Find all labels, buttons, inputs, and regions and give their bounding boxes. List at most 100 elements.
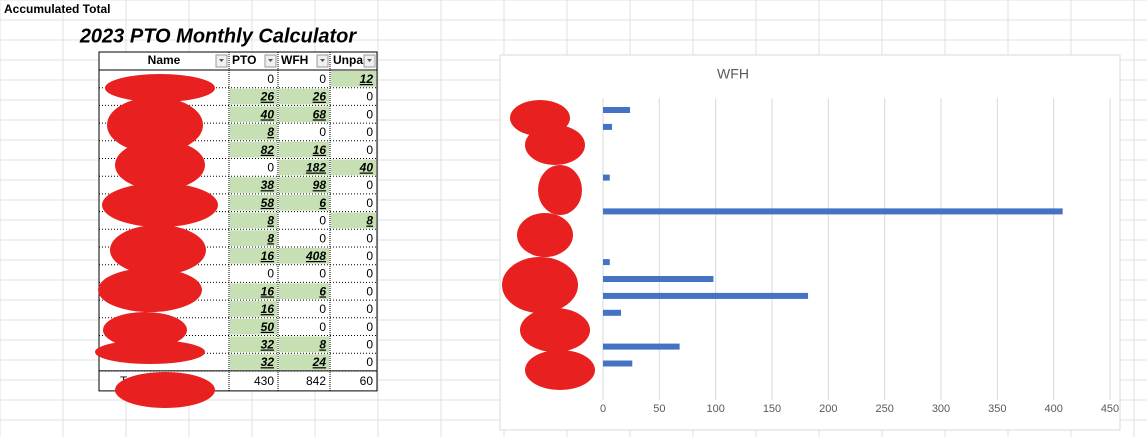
- cell-value: 0: [366, 355, 373, 369]
- cell-value: 0: [319, 320, 326, 334]
- cell-highlight: [279, 194, 329, 211]
- cell-value: 0: [319, 72, 326, 86]
- cell-value: 26: [260, 90, 275, 104]
- table-title: 2023 PTO Monthly Calculator: [79, 25, 358, 47]
- cell-value: 24: [312, 355, 327, 369]
- x-tick-label: 300: [932, 403, 950, 415]
- cell-value: 0: [319, 267, 326, 281]
- chart: 0 50 100 150 200 250 300 350 400 450: [600, 98, 1119, 415]
- cell-highlight: [331, 159, 376, 176]
- cell-value: 8: [267, 214, 274, 228]
- cell-value: 0: [366, 178, 373, 192]
- total-value: 60: [360, 374, 374, 388]
- cell-value: 182: [306, 161, 326, 175]
- cell-value: 26: [312, 90, 327, 104]
- cell-value: 0: [267, 267, 274, 281]
- cell-value: 0: [366, 284, 373, 298]
- cell-highlight: [230, 336, 277, 353]
- cell-value: 0: [267, 161, 274, 175]
- cell-value: 82: [261, 143, 275, 157]
- cell-highlight: [230, 106, 277, 123]
- x-tick-label: 50: [653, 403, 665, 415]
- bar: [603, 292, 809, 299]
- cell-value: 32: [261, 355, 275, 369]
- cell-value: 0: [319, 125, 326, 139]
- x-tick-label: 450: [1101, 403, 1119, 415]
- cell-value: 98: [313, 178, 327, 192]
- filter-arrow: [367, 59, 372, 62]
- x-tick-label: 100: [706, 403, 724, 415]
- cell-value: 0: [366, 90, 373, 104]
- cell-value: 16: [313, 143, 327, 157]
- cell-value: 408: [305, 249, 326, 263]
- cell-value: 0: [366, 143, 373, 157]
- cell-highlight: [230, 283, 277, 300]
- cell-value: 0: [366, 196, 373, 210]
- cell-highlight: [230, 194, 277, 211]
- cell-highlight: [331, 212, 376, 229]
- column-header: Name: [148, 53, 181, 67]
- cell-highlight: [279, 248, 329, 264]
- x-tick-label: 400: [1044, 403, 1062, 415]
- cell-value: 40: [359, 161, 374, 175]
- column-header: Unpa: [333, 53, 363, 67]
- cell-value: 0: [366, 125, 373, 139]
- column-header: PTO: [232, 53, 256, 67]
- cell-value: 16: [261, 249, 275, 263]
- cell-value: 0: [319, 214, 326, 228]
- cell-value: 8: [267, 125, 274, 139]
- cell-value: 0: [366, 249, 373, 263]
- cell-highlight: [279, 336, 329, 353]
- x-tick-label: 0: [600, 403, 606, 415]
- sheet-label: Accumulated Total: [4, 2, 110, 16]
- cell-highlight: [279, 177, 329, 193]
- cell-value: 32: [261, 338, 275, 352]
- cell-value: 50: [261, 320, 275, 334]
- cell-highlight: [230, 248, 277, 264]
- bar: [603, 259, 610, 266]
- cell-value: 68: [313, 107, 327, 121]
- cell-highlight: [331, 71, 376, 87]
- cell-highlight: [230, 318, 277, 335]
- cell-value: 0: [366, 320, 373, 334]
- cell-highlight: [279, 106, 329, 123]
- cell-value: 0: [366, 338, 373, 352]
- cell-value: 12: [360, 72, 374, 86]
- cell-highlight: [279, 88, 329, 105]
- cell-value: 8: [319, 338, 326, 352]
- cell-value: 40: [260, 107, 275, 121]
- cell-value: 8: [366, 214, 373, 228]
- cell-value: 6: [319, 284, 326, 298]
- bar: [603, 343, 680, 350]
- cell-value: 16: [261, 302, 275, 316]
- cell-highlight: [230, 230, 277, 246]
- bar: [603, 208, 1063, 215]
- cell-value: 16: [261, 284, 275, 298]
- cell-value: 8: [267, 231, 274, 245]
- cell-highlight: [230, 124, 277, 140]
- cell-value: 0: [366, 231, 373, 245]
- cell-value: 0: [319, 302, 326, 316]
- column-header: WFH: [281, 53, 308, 67]
- bar: [603, 276, 714, 282]
- filter-arrow: [320, 59, 325, 62]
- cell-highlight: [230, 141, 277, 158]
- cell-highlight: [230, 88, 277, 105]
- x-tick-label: 200: [819, 403, 837, 415]
- bar: [603, 360, 633, 367]
- cell-value: 0: [366, 267, 373, 281]
- cell-highlight: [279, 141, 329, 158]
- cell-highlight: [230, 354, 277, 370]
- bar: [603, 174, 610, 181]
- cell-value: 0: [319, 231, 326, 245]
- cell-highlight: [230, 212, 277, 229]
- cell-highlight: [230, 301, 277, 317]
- cell-value: 58: [261, 196, 275, 210]
- cell-value: 0: [366, 107, 373, 121]
- cell-highlight: [279, 354, 329, 370]
- cell-highlight: [279, 283, 329, 300]
- bar: [603, 107, 631, 113]
- chart-title: WFH: [717, 66, 749, 82]
